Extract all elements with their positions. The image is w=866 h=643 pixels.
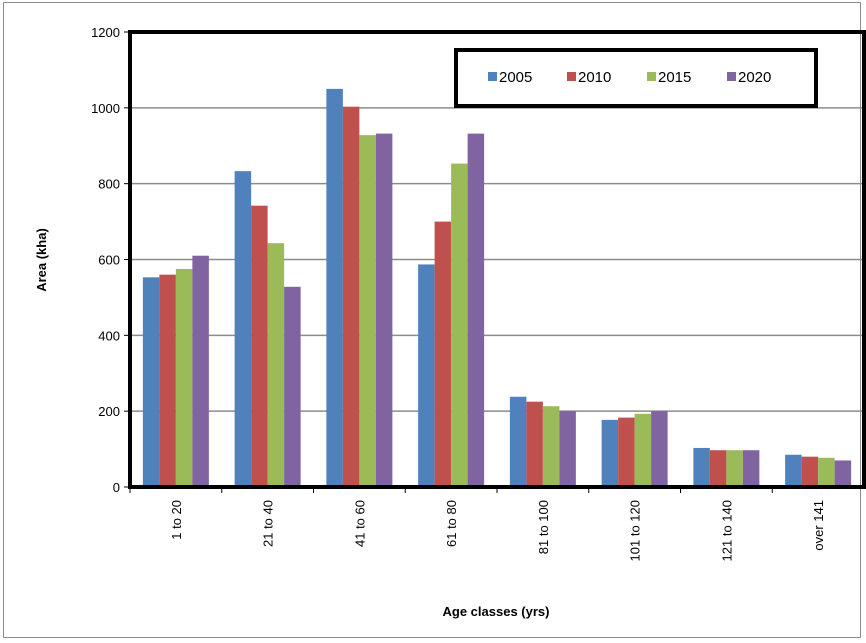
y-axis-ticks: 0 200 400 600 800 1000 1200 [91,25,130,495]
bar [434,221,452,488]
bar [284,286,301,487]
legend-box [454,48,818,108]
bar [526,401,543,487]
bar [726,450,743,487]
x-tick-label: 121 to 140 [719,500,734,561]
bar [742,450,760,487]
bar [801,456,819,487]
x-tick-label: 61 to 80 [444,500,459,547]
y-tick-label: 1200 [91,25,120,40]
legend-label: 2005 [499,69,532,86]
legend-label: 2015 [658,69,691,86]
bar [509,396,527,487]
legend-swatch [567,72,576,81]
x-axis-title: Age classes (yrs) [443,604,550,619]
legend-label: 2020 [738,69,771,86]
y-tick-label: 600 [98,253,120,268]
bar [175,268,193,487]
bar [267,243,285,487]
legend-swatch [647,72,656,81]
bar [142,277,160,487]
bar [451,163,468,487]
bar [326,88,343,487]
bar [359,135,376,487]
bar [559,411,576,487]
x-tick-label: 41 to 60 [352,500,367,547]
bar [834,460,852,487]
bar [467,133,485,487]
bar [618,417,635,487]
bar [418,264,435,487]
bar [234,171,252,487]
legend-swatch [727,72,736,81]
bar [693,447,710,487]
x-tick-label: 81 to 100 [536,500,551,554]
bars [142,88,852,488]
y-tick-label: 800 [98,177,120,192]
y-axis-title: Area (kha) [34,228,49,292]
y-tick-label: 400 [98,328,120,343]
legend: 2005 2010 2015 2020 [454,48,818,108]
x-tick-label: 101 to 120 [628,500,643,561]
legend-label: 2010 [578,69,611,86]
x-axis-ticks: 1 to 20 21 to 40 41 to 60 61 to 80 81 to 100… [129,487,826,561]
bar [251,205,268,488]
y-tick-label: 1000 [91,101,120,116]
bar [159,274,176,487]
bar [634,413,652,487]
bar [342,106,360,487]
bar [785,454,802,487]
bar [542,406,560,487]
bar [192,255,209,487]
bar [375,133,393,487]
bar [601,419,619,487]
bar [651,411,668,487]
bar [818,457,835,487]
y-tick-label: 0 [113,480,120,495]
legend-swatch [488,72,497,81]
x-tick-label: 21 to 40 [261,500,276,547]
y-tick-label: 200 [98,404,120,419]
bar [709,450,727,487]
x-tick-label: 1 to 20 [169,500,184,540]
x-tick-label: over 141 [811,500,826,551]
